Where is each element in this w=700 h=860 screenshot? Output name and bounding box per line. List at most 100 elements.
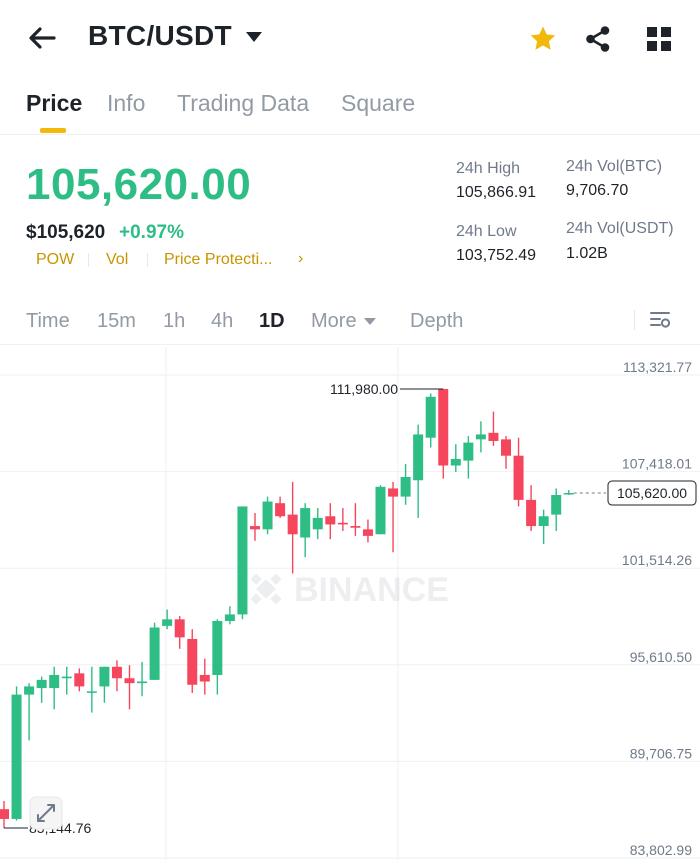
candle-body [337, 522, 348, 525]
pair-title[interactable]: BTC/USDT [88, 20, 232, 51]
candle-body [538, 516, 549, 527]
candle-body [74, 673, 85, 687]
divider [634, 310, 635, 330]
interval-more[interactable]: More [311, 310, 357, 332]
interval-time[interactable]: Time [26, 310, 70, 332]
candle-body [224, 614, 235, 621]
price-change: +0.97% [119, 222, 184, 243]
last-price-box [607, 480, 697, 506]
grid-icon[interactable] [644, 24, 674, 54]
y-tick-label: 113,321.77 [623, 359, 692, 375]
y-tick-label: 101,514.26 [622, 552, 692, 568]
candle-body [413, 434, 424, 481]
candle-body [300, 508, 311, 538]
candle-body [526, 499, 537, 527]
candle-body [475, 434, 486, 440]
candle-body [124, 678, 135, 684]
candle-body [350, 526, 361, 528]
candle-body [187, 638, 198, 685]
vol-usdt-value: 1.02B [566, 245, 608, 262]
share-icon[interactable] [583, 24, 613, 54]
candle-body [501, 439, 511, 456]
candle-body [375, 486, 386, 535]
candle-body [162, 619, 173, 626]
last-price-label: 105,620.00 [617, 485, 687, 501]
tab-info[interactable]: Info [107, 90, 146, 116]
tab-trading-data[interactable]: Trading Data [177, 90, 310, 116]
interval-bar: Time 15m 1h 4h 1D More Depth [0, 296, 700, 345]
active-tab-indicator [40, 128, 66, 133]
candle-body [438, 388, 449, 466]
candle-body [0, 809, 9, 819]
top-bar: BTC/USDT [0, 0, 700, 78]
candle-body [49, 674, 60, 689]
y-tick-label: 107,418.01 [622, 456, 692, 472]
candle-body [99, 666, 110, 687]
candle-body [149, 627, 160, 680]
tag-divider [88, 253, 89, 267]
candle-body [111, 666, 122, 679]
candlestick-chart[interactable]: BINANCE 113,321.77 107,418.01 101,514.26 95… [0, 347, 700, 860]
tag-pow[interactable]: POW [36, 251, 75, 268]
candle-body [250, 526, 260, 530]
interval-1h[interactable]: 1h [163, 310, 186, 332]
candle-body [450, 458, 461, 466]
candle-body [86, 691, 97, 693]
candle-body [262, 501, 273, 530]
interval-depth[interactable]: Depth [410, 310, 464, 332]
caret-down-icon[interactable] [246, 32, 262, 42]
y-tick-label: 83,802.99 [630, 842, 692, 858]
candle-body [325, 516, 336, 525]
candle-body [551, 494, 562, 515]
candle-body [11, 694, 22, 819]
vol-usdt-label: 24h Vol(USDT) [566, 220, 674, 237]
tag-divider [147, 253, 148, 267]
watermark: BINANCE [250, 571, 449, 609]
vol-btc-label: 24h Vol(BTC) [566, 158, 663, 175]
candle-body [61, 676, 72, 679]
candle-body [137, 681, 148, 684]
tab-price[interactable]: Price [26, 90, 83, 116]
candle-body [24, 686, 35, 695]
expand-button[interactable] [29, 796, 63, 830]
candle-body [400, 476, 411, 497]
chevron-right-icon[interactable]: › [298, 250, 304, 267]
low-value: 103,752.49 [456, 247, 537, 264]
vol-btc-value: 9,706.70 [566, 182, 629, 199]
interval-15m[interactable]: 15m [97, 310, 136, 332]
candle-body [463, 442, 474, 461]
tab-square[interactable]: Square [341, 90, 416, 116]
y-axis-labels: 113,321.77 107,418.01 101,514.26 95,610.50 8… [622, 359, 692, 858]
candle-body [287, 514, 298, 535]
candles [0, 388, 574, 829]
chart-settings-icon[interactable] [648, 308, 672, 332]
candle-body [563, 493, 574, 495]
candle-body [312, 517, 323, 530]
y-tick-label: 89,706.75 [630, 745, 692, 761]
tag-vol[interactable]: Vol [106, 251, 129, 268]
candle-body [199, 674, 210, 682]
candle-body [237, 506, 248, 615]
star-icon[interactable] [528, 24, 558, 54]
candle-body [362, 529, 373, 536]
y-tick-label: 95,610.50 [630, 649, 692, 665]
watermark-text: BINANCE [294, 571, 449, 609]
max-price-label: 111,980.00 [330, 381, 398, 397]
candle-body [513, 455, 524, 500]
tag-price-protection[interactable]: Price Protecti... [164, 251, 273, 268]
candle-body [174, 619, 185, 638]
expand-icon [37, 804, 55, 822]
high-label: 24h High [456, 160, 521, 177]
candle-body [36, 679, 47, 689]
interval-1d[interactable]: 1D [259, 310, 285, 332]
interval-4h[interactable]: 4h [211, 310, 234, 332]
low-label: 24h Low [456, 223, 517, 240]
back-arrow-icon[interactable] [26, 22, 58, 54]
candle-body [275, 503, 286, 517]
caret-down-icon[interactable] [364, 318, 376, 325]
high-value: 105,866.91 [456, 184, 537, 201]
candle-body [212, 620, 223, 675]
candle-body [388, 488, 399, 497]
usd-price: $105,620 [26, 222, 106, 243]
tab-bar: Price Info Trading Data Square [0, 78, 700, 135]
